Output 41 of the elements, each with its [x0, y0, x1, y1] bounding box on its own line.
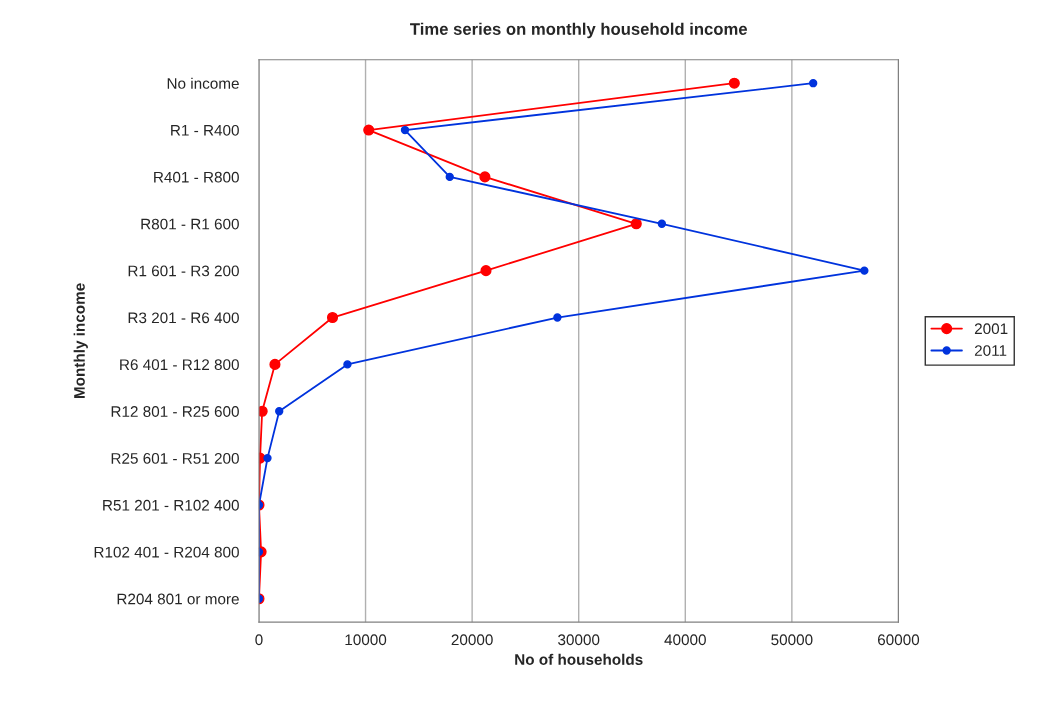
point [445, 172, 454, 182]
y-tick-label: No income [167, 77, 239, 89]
point [479, 171, 491, 183]
point [363, 124, 375, 136]
x-tick-label: 20000 [451, 634, 493, 646]
point [480, 265, 492, 277]
point [263, 453, 272, 463]
y-tick-label: R51 201 - R102 400 [103, 499, 239, 511]
x-tick-label: 30000 [558, 634, 600, 646]
y-axis-title: Monthly income [73, 283, 88, 399]
legend-label: 2001 [974, 323, 1008, 335]
y-tick-label: R801 - R1 600 [141, 218, 239, 230]
point [400, 125, 410, 135]
x-axis-title: No of households [515, 653, 643, 665]
x-tick-label: 10000 [345, 634, 387, 646]
point [343, 360, 352, 369]
point [630, 218, 642, 230]
y-tick-label: R25 601 - R51 200 [111, 452, 239, 464]
y-tick-label: R6 401 - R12 800 [120, 359, 239, 371]
x-tick-label: 0 [255, 634, 263, 646]
chart-title: Time series on monthly household income [410, 22, 748, 39]
y-tick-label: R3 201 - R6 400 [128, 312, 239, 324]
point [860, 266, 869, 275]
point [657, 219, 667, 228]
point [728, 77, 740, 89]
x-tick-label: 50000 [771, 634, 813, 646]
y-tick-label: R401 - R800 [154, 171, 239, 183]
point [275, 407, 284, 416]
y-tick-label: R1 601 - R3 200 [128, 265, 239, 277]
y-tick-label: R204 801 or more [117, 593, 239, 605]
legend-label: 2011 [974, 345, 1007, 356]
point [553, 313, 562, 322]
point [326, 311, 339, 324]
point [258, 405, 268, 417]
y-tick-label: R1 - R400 [171, 124, 239, 136]
x-tick-label: 60000 [877, 634, 920, 646]
y-tick-label: R12 801 - R25 600 [111, 406, 239, 417]
point [809, 79, 818, 88]
x-tick-label: 40000 [664, 634, 706, 646]
point [269, 358, 281, 370]
y-tick-label: R102 401 - R204 800 [94, 546, 239, 558]
